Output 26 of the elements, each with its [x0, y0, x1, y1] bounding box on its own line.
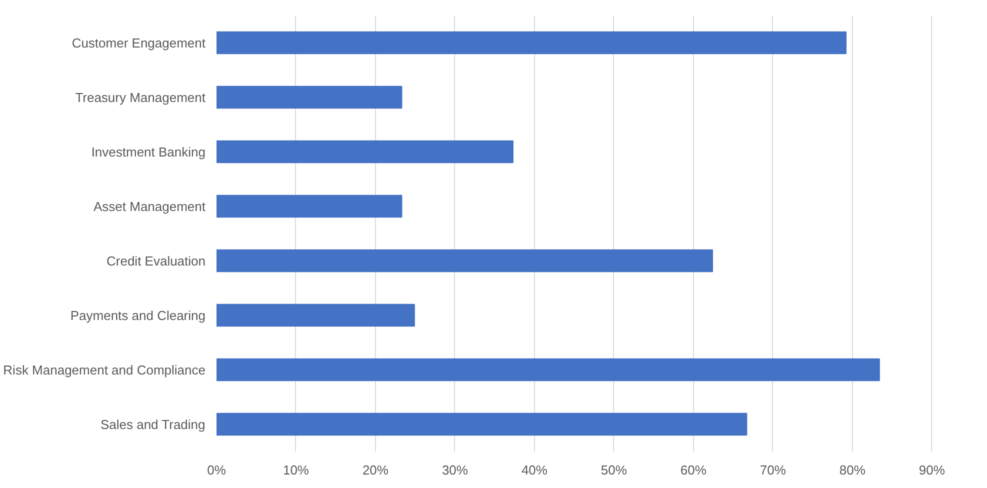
y-tick-label: Asset Management [93, 198, 206, 214]
y-tick-label: Sales and Trading [100, 416, 206, 432]
y-tick-label: Investment Banking [91, 144, 206, 160]
x-tick-label: 90% [918, 462, 946, 478]
y-tick-label: Payments and Clearing [70, 308, 206, 323]
y-tick-label: Credit Evaluation [106, 253, 206, 268]
x-tick-label: 80% [839, 462, 866, 478]
x-tick-label: 70% [760, 462, 786, 478]
bar [216, 194, 402, 218]
x-tick-label: 60% [680, 462, 707, 478]
x-tick-label: 20% [362, 462, 389, 478]
x-tick-label: 50% [600, 462, 628, 478]
bar [216, 304, 415, 327]
x-tick-label: 10% [282, 462, 310, 478]
bar [216, 249, 713, 272]
x-tick-label: 40% [521, 462, 548, 478]
bar [216, 412, 748, 436]
bar [216, 140, 514, 164]
y-tick-label: Treasury Management [75, 90, 206, 105]
y-tick-label: Risk Management and Compliance [3, 362, 206, 378]
bar [216, 86, 402, 109]
x-tick-label: 0% [207, 462, 226, 478]
y-tick-label: Customer Engagement [72, 35, 206, 50]
bar [216, 31, 847, 54]
bar [216, 358, 880, 382]
x-tick-label: 30% [442, 462, 468, 478]
